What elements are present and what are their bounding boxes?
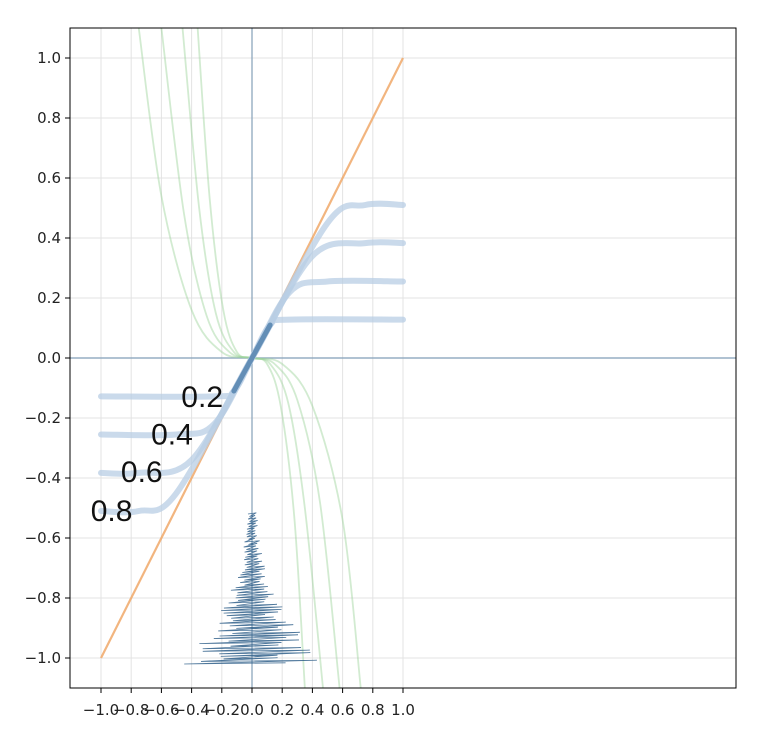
x-tick-label-0: −1.0	[83, 701, 119, 719]
y-tick-label-5: 0.0	[37, 349, 61, 367]
y-tick-label-7: −0.4	[25, 469, 61, 487]
x-tick-label-1: −0.8	[113, 701, 149, 719]
histogram-path	[184, 512, 317, 665]
y-tick-label-2: 0.6	[37, 169, 61, 187]
y-tick-label-1: 0.8	[37, 109, 61, 127]
overlap-segment	[231, 322, 273, 394]
y-tick-label-6: −0.2	[25, 409, 61, 427]
x-tick-label-9: 0.8	[361, 701, 385, 719]
annotation-1: 0.4	[151, 419, 193, 452]
x-tick-label-3: −0.4	[173, 701, 209, 719]
x-tick-label-8: 0.6	[331, 701, 355, 719]
y-tick-label-8: −0.6	[25, 529, 61, 547]
y-tick-label-9: −0.8	[25, 589, 61, 607]
curve-annotations: 0.2 0.4 0.6 0.8	[91, 381, 223, 528]
annotation-0: 0.2	[181, 381, 223, 414]
x-tick-label-7: 0.4	[300, 701, 324, 719]
annotation-3: 0.8	[91, 495, 133, 528]
y-tick-label-3: 0.4	[37, 229, 61, 247]
x-tick-label-4: −0.2	[204, 701, 240, 719]
x-tick-label-10: 1.0	[391, 701, 415, 719]
annotation-2: 0.6	[121, 456, 163, 489]
y-tick-label-0: 1.0	[37, 49, 61, 67]
histogram-trace	[184, 512, 317, 665]
x-tick-label-6: 0.2	[270, 701, 294, 719]
clipped-curves	[98, 200, 406, 516]
axis-ticks: −1.0−0.8−0.6−0.4−0.2 0.0 0.2 0.4 0.6 0.8 1.01.…	[25, 49, 415, 719]
y-tick-label-4: 0.2	[37, 289, 61, 307]
y-tick-label-10: −1.0	[25, 649, 61, 667]
x-tick-label-2: −0.6	[143, 701, 179, 719]
x-tick-label-5: 0.0	[240, 701, 264, 719]
